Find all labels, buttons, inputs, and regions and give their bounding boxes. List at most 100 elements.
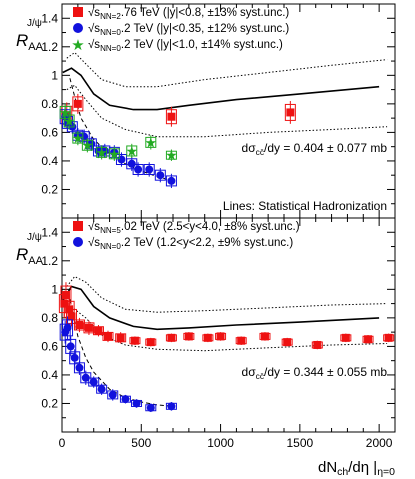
legend-label: √sNN=0.2 TeV (|y|<1.0, ±14% syst.unc.) xyxy=(88,38,283,53)
data-point-square xyxy=(67,312,76,321)
legend-label: √sNN=0.2 TeV (|y|<0.35, ±12% syst.unc.) xyxy=(88,22,289,37)
data-point-circle xyxy=(145,165,154,174)
syst-box xyxy=(73,362,85,374)
legend-marker-circle xyxy=(73,237,83,247)
data-point-star: ★ xyxy=(145,134,158,150)
model-lower-line xyxy=(66,308,388,352)
syst-box xyxy=(165,175,177,187)
data-point-circle xyxy=(63,323,72,332)
data-point-square xyxy=(184,332,193,341)
data-point-square xyxy=(116,333,125,342)
data-point-square xyxy=(203,333,212,342)
data-point-square xyxy=(103,332,112,341)
model-central-line xyxy=(62,67,380,111)
data-point-circle xyxy=(167,402,176,411)
y-tick-label: 1.4 xyxy=(41,11,58,25)
y-tick-label: 1 xyxy=(51,68,58,82)
annotation-cross-section: dσcc̄/dy = 0.404 ± 0.077 mb xyxy=(242,141,388,157)
data-point-square xyxy=(130,336,139,345)
data-point-square xyxy=(237,336,246,345)
data-point-circle xyxy=(97,385,106,394)
data-point-circle xyxy=(146,403,155,412)
y-tick-label: 0.4 xyxy=(41,154,58,168)
y-tick-label: 0.2 xyxy=(41,396,58,410)
annotation-model-label: Lines: Statistical Hadronization xyxy=(223,199,387,213)
data-point-square xyxy=(75,321,84,329)
x-tick-label: 1000 xyxy=(207,436,234,450)
syst-box xyxy=(96,146,108,158)
legend-label: √sNN=0.2 TeV (1.2<y<2.2, ±9% syst.unc.) xyxy=(88,236,293,251)
data-point-star: ★ xyxy=(165,147,178,163)
y-axis-label: RAA xyxy=(16,245,44,267)
data-point-square xyxy=(313,340,322,349)
data-point-square xyxy=(167,112,176,121)
model-upper-line xyxy=(66,51,388,88)
data-point-star: ★ xyxy=(108,146,121,162)
y-tick-label: 0.6 xyxy=(41,125,58,139)
data-point-star: ★ xyxy=(59,104,72,120)
model-upper-line xyxy=(66,275,388,313)
legend-label: √sNN=5.02 TeV (2.5<y<4.0, ±8% syst.unc.) xyxy=(88,220,300,235)
syst-box xyxy=(284,103,296,121)
y-tick-label: 1 xyxy=(51,282,58,296)
legend-marker-square xyxy=(73,7,83,17)
x-tick-label: 0 xyxy=(59,436,66,450)
data-point-star: ★ xyxy=(81,137,94,153)
model-rhic-line xyxy=(67,292,174,407)
syst-box xyxy=(72,96,84,112)
syst-box xyxy=(126,158,138,170)
syst-box xyxy=(143,164,155,175)
y-tick-label: 0.4 xyxy=(41,368,58,382)
plot-frame xyxy=(61,217,396,433)
y-tick-label: 1.2 xyxy=(41,40,58,54)
data-point-square xyxy=(216,332,225,341)
data-point-circle xyxy=(70,353,79,362)
data-point-square xyxy=(61,291,70,300)
data-point-circle xyxy=(66,342,75,351)
syst-box xyxy=(165,150,177,160)
syst-box xyxy=(59,105,71,119)
syst-box xyxy=(62,319,74,337)
bottom-panel: 0.2 0.4 0.6 0.8 1 1.2 1.4 0 500 1000 1500 2000 RAA J/… xyxy=(16,217,396,450)
data-point-square xyxy=(167,333,176,342)
syst-box xyxy=(126,145,138,157)
syst-box xyxy=(165,109,177,125)
data-point-circle xyxy=(167,176,176,185)
data-point-circle xyxy=(156,171,165,180)
syst-box xyxy=(108,148,120,160)
data-point-square xyxy=(364,335,373,344)
data-point-circle xyxy=(121,395,130,404)
y-axis-label-sup: J/ψ xyxy=(27,18,42,29)
data-point-star: ★ xyxy=(72,130,85,146)
syst-box xyxy=(81,139,93,151)
x-tick-label: 2000 xyxy=(366,436,393,450)
syst-box xyxy=(78,131,90,143)
syst-box xyxy=(65,338,77,354)
data-point-star: ★ xyxy=(95,144,108,160)
y-axis-label-sup: J/ψ xyxy=(27,232,42,243)
data-point-circle xyxy=(75,363,84,372)
syst-box xyxy=(66,308,78,324)
x-axis-label: dNch/dη |η=0 xyxy=(318,459,395,478)
data-point-square xyxy=(286,108,295,117)
data-point-square xyxy=(341,333,350,342)
data-point-square xyxy=(73,99,82,108)
data-point-circle xyxy=(127,159,136,168)
legend-marker-square xyxy=(73,221,83,231)
y-tick-label: 0.8 xyxy=(41,97,58,111)
syst-box xyxy=(59,323,71,341)
data-point-circle xyxy=(108,390,117,399)
data-point-circle xyxy=(134,165,143,174)
legend-label: √sNN=2.76 TeV (|y|<0.8, ±13% syst.unc.) xyxy=(88,6,289,21)
data-point-square xyxy=(384,333,393,342)
data-point-circle xyxy=(132,399,141,408)
syst-box xyxy=(85,138,97,150)
data-point-square xyxy=(84,323,93,332)
data-point-square xyxy=(260,332,269,341)
legend-marker-star: ★ xyxy=(71,37,84,54)
data-point-circle xyxy=(81,373,90,382)
syst-box xyxy=(60,285,72,305)
syst-box xyxy=(145,136,157,148)
